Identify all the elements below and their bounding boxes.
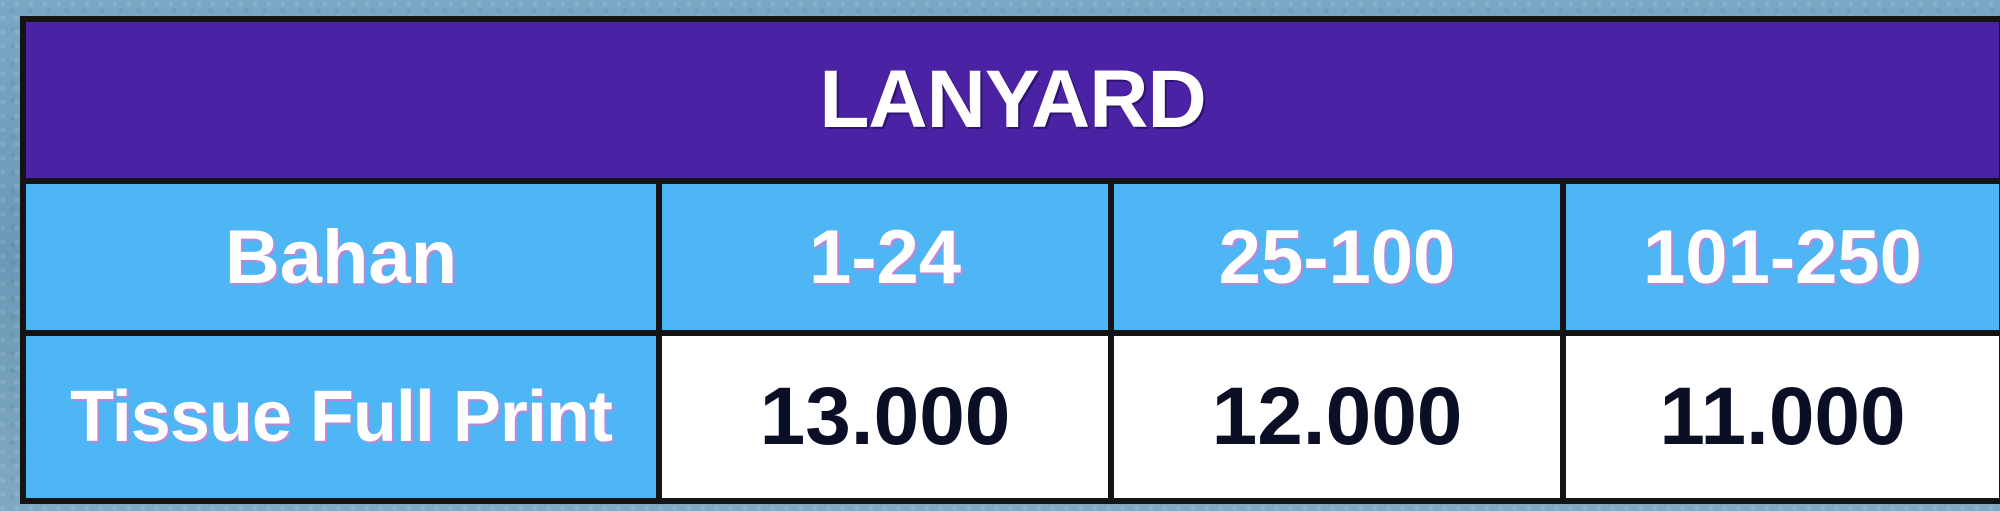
table-row: Tissue Full Print 13.000 12.000 11.000 [26,336,1999,498]
header-cell-qty-25-100: 25-100 [1114,184,1566,336]
table-title-row: LANYARD [26,22,1999,184]
header-cell-qty-1-24: 1-24 [662,184,1114,336]
price-cell-25-100: 12.000 [1114,336,1566,498]
header-cell-qty-101-250: 101-250 [1566,184,1999,336]
price-table: LANYARD Bahan 1-24 25-100 101-250 Tissue… [20,16,2000,504]
table-title: LANYARD [819,54,1206,145]
row-label-material: Tissue Full Print [26,336,662,498]
table-header-row: Bahan 1-24 25-100 101-250 [26,184,1999,336]
price-cell-1-24: 13.000 [662,336,1114,498]
price-cell-101-250: 11.000 [1566,336,1999,498]
header-cell-material: Bahan [26,184,662,336]
